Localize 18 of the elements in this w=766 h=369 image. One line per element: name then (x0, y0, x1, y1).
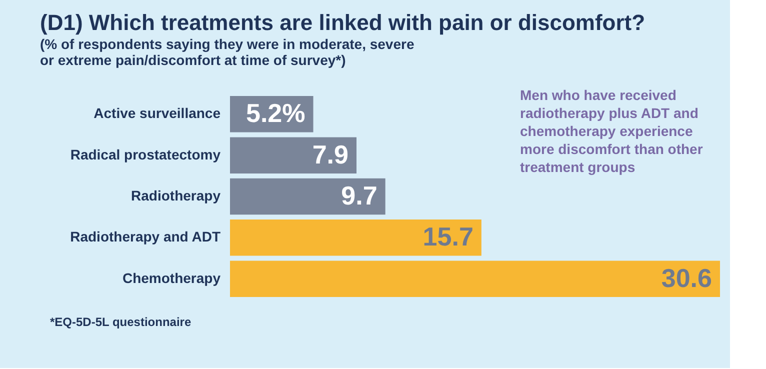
data-label: 5.2% (246, 98, 306, 128)
bar (230, 137, 357, 174)
bar (230, 260, 720, 297)
chart-subtitle: (% of respondents saying they were in moderate, severe or extreme pain/discomfort at time of survey*) (40, 36, 414, 68)
data-label: 7.9 (312, 139, 349, 170)
y-tick-label: Chemotherapy (122, 270, 221, 286)
y-tick-label: Active surveillance (94, 105, 221, 122)
y-tick-label: Radical prostatectomy (70, 146, 221, 162)
text: *EQ-5D-5L questionnaire (50, 315, 192, 329)
chart-title: (D1) Which treatments are linked with pain or discomfort? (40, 10, 646, 35)
y-tick-label: Radiotherapy and ADT (70, 228, 221, 245)
data-label: 9.7 (341, 180, 378, 210)
bar (230, 178, 386, 215)
data-label: 30.6 (661, 262, 712, 293)
annotation: Men who have received radiotherapy plus ADT and chemotherapy experience more discomfort than other treatment groups (520, 87, 704, 175)
y-tick-label: Radiotherapy (131, 188, 221, 204)
data-label: 15.7 (422, 222, 474, 252)
bar (230, 220, 482, 256)
